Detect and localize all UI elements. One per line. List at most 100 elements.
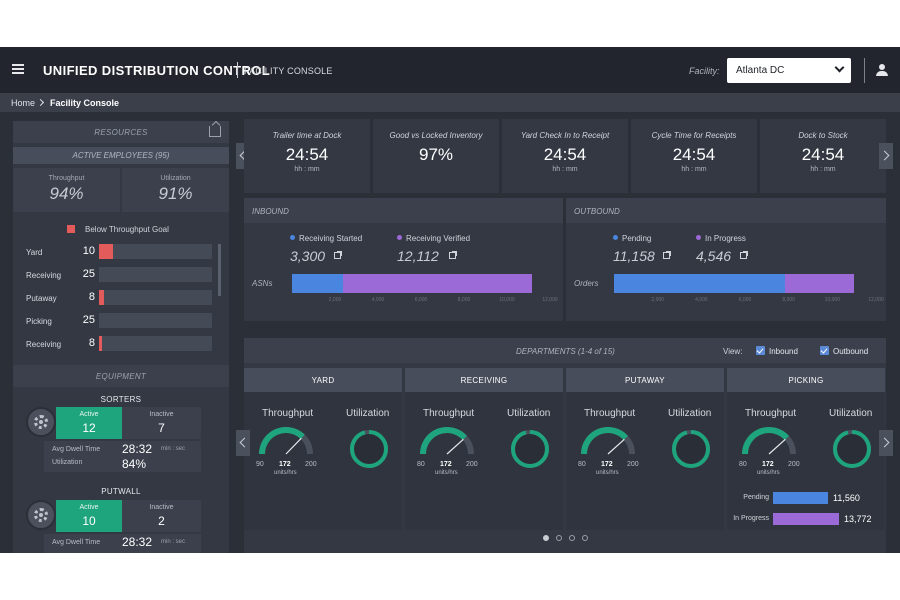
external-link-icon[interactable]: [334, 251, 342, 259]
department-name: PICKING: [727, 368, 885, 392]
gauge-unit: units/hrs: [435, 470, 458, 476]
sorters-active[interactable]: Active 12: [56, 407, 122, 439]
breakdown-row: Pending 11,560: [727, 492, 885, 504]
kpi-unit: hh : mm: [810, 166, 836, 173]
utilization-label: Utilization: [160, 175, 191, 182]
inbound-bar: [292, 274, 532, 293]
resource-row[interactable]: Putaway 8: [13, 290, 229, 306]
resource-row[interactable]: Yard 10: [13, 244, 229, 260]
top-bar: UNIFIED DISTRIBUTION CONTROL FACILITY CO…: [0, 47, 900, 93]
departments-panel: DEPARTMENTS (1-4 of 15) View: Inbound Ou…: [244, 338, 886, 553]
putwall-inactive[interactable]: Inactive 2: [122, 500, 201, 532]
inbound-legend-verified: Receiving Verified: [397, 234, 470, 243]
resource-name: Receiving: [26, 271, 62, 280]
dept-prev-arrow[interactable]: [236, 430, 250, 456]
outbound-checkbox[interactable]: [820, 346, 829, 355]
tick-label: 8,000: [457, 297, 471, 303]
page-dot[interactable]: [556, 535, 562, 541]
gauge-needle: [768, 438, 786, 455]
sorters-inactive[interactable]: Inactive 7: [122, 407, 201, 439]
resources-title: RESOURCES: [94, 128, 148, 137]
breadcrumb: Home Facility Console: [0, 93, 900, 112]
kpi-next-arrow[interactable]: [879, 143, 893, 169]
dwell-unit: min : sec: [161, 446, 186, 452]
kpi-label: Cycle Time for Receipts: [651, 131, 737, 140]
inactive-label: Inactive: [149, 411, 174, 418]
kpi-card[interactable]: Trailer time at Dock 24:54 hh : mm: [244, 119, 370, 193]
resource-name: Picking: [26, 317, 52, 326]
kpi-card[interactable]: Dock to Stock 24:54 hh : mm: [760, 119, 886, 193]
kpi-row: Trailer time at Dock 24:54 hh : mm Good …: [244, 119, 886, 193]
throughput-gauge: [259, 427, 313, 455]
facility-select[interactable]: Atlanta DC: [727, 58, 851, 83]
inbound-legend-started: Receiving Started: [290, 234, 362, 243]
inbound-filter-label[interactable]: Inbound: [769, 347, 798, 356]
active-label: Active: [79, 411, 99, 418]
resource-bar: [99, 244, 212, 259]
kpi-value: 97%: [418, 145, 454, 164]
department-name: YARD: [244, 368, 402, 392]
kpi-unit: hh : mm: [552, 166, 578, 173]
gauge-needle: [607, 438, 625, 455]
resource-row[interactable]: Picking 25: [13, 313, 229, 329]
gauge-needle: [285, 437, 302, 455]
department-name: RECEIVING: [405, 368, 563, 392]
legend-dot: [696, 235, 701, 240]
kpi-card[interactable]: Cycle Time for Receipts 24:54 hh : mm: [631, 119, 757, 193]
department-card[interactable]: RECEIVING Throughput Utilization 80 172 200 un…: [405, 368, 563, 530]
inbound-title: INBOUND: [244, 198, 563, 223]
kpi-card[interactable]: Good vs Locked Inventory 97%: [373, 119, 499, 193]
departments-title: DEPARTMENTS (1-4 of 15): [516, 347, 615, 356]
gauge-unit: units/hrs: [596, 470, 619, 476]
breakdown-value: 11,560: [833, 493, 860, 503]
equipment-title: EQUIPMENT: [95, 372, 147, 381]
flow-bar-segment: [784, 274, 854, 293]
tick-label: 12,000: [868, 297, 884, 303]
resource-row[interactable]: Receiving 25: [13, 267, 229, 283]
department-card[interactable]: PUTAWAY Throughput Utilization 80 172 200 unit…: [566, 368, 724, 530]
resource-bar-fill: [99, 336, 103, 351]
tick-label: 2,000: [651, 297, 664, 303]
resource-row[interactable]: Receiving 8: [13, 336, 229, 352]
department-card[interactable]: YARD Throughput Utilization 90 172 200 units/h…: [244, 368, 402, 530]
page-dot[interactable]: [582, 535, 588, 541]
gauge-max: 200: [466, 461, 478, 468]
dwell-value: 28:32: [122, 535, 153, 549]
utilization-metric: Utilization 91%: [122, 168, 229, 212]
breadcrumb-home[interactable]: Home: [11, 98, 36, 108]
menu-icon[interactable]: [12, 64, 24, 74]
external-link-icon[interactable]: [663, 251, 671, 259]
throughput-gauge: [742, 427, 796, 455]
external-link-icon[interactable]: [740, 251, 748, 259]
putwall-active[interactable]: Active 10: [56, 500, 122, 532]
resources-scrollbar[interactable]: [218, 244, 221, 296]
department-card[interactable]: PICKING Throughput Utilization 80 172 200 unit…: [727, 368, 885, 530]
util-label: Utilization: [52, 459, 83, 466]
view-label: View:: [723, 347, 743, 356]
gear-icon: [26, 407, 56, 437]
outbound-filter-label[interactable]: Outbound: [833, 347, 869, 356]
kpi-card[interactable]: Yard Check In to Receipt 24:54 hh : mm: [502, 119, 628, 193]
user-icon[interactable]: [876, 64, 888, 76]
resources-panel: RESOURCES ACTIVE EMPLOYEES (95) Throughp…: [13, 121, 229, 553]
resource-count: 8: [88, 291, 95, 303]
page-dot[interactable]: [569, 535, 575, 541]
department-name: PUTAWAY: [566, 368, 724, 392]
inbound-checkbox[interactable]: [756, 346, 765, 355]
external-link-icon[interactable]: [449, 251, 457, 259]
dwell-value: 28:32: [122, 442, 153, 456]
export-icon[interactable]: [209, 126, 221, 137]
chevron-right-icon: [36, 98, 45, 107]
gauge-fill: [420, 427, 468, 455]
flow-bar-segment: [614, 274, 785, 293]
outbound-ticks: 2,000 4,000 6,000 8,000 10,000 12,000: [614, 297, 883, 305]
page-dot[interactable]: [543, 535, 549, 541]
gauge-unit: units/hrs: [274, 470, 297, 476]
resource-count: 25: [82, 268, 95, 280]
resource-name: Receiving: [26, 340, 62, 349]
breakdown-bar: [773, 492, 828, 504]
chevron-down-icon: [834, 62, 845, 73]
dept-next-arrow[interactable]: [879, 430, 893, 456]
kpi-label: Trailer time at Dock: [272, 131, 342, 140]
gauge-min: 90: [256, 461, 264, 468]
